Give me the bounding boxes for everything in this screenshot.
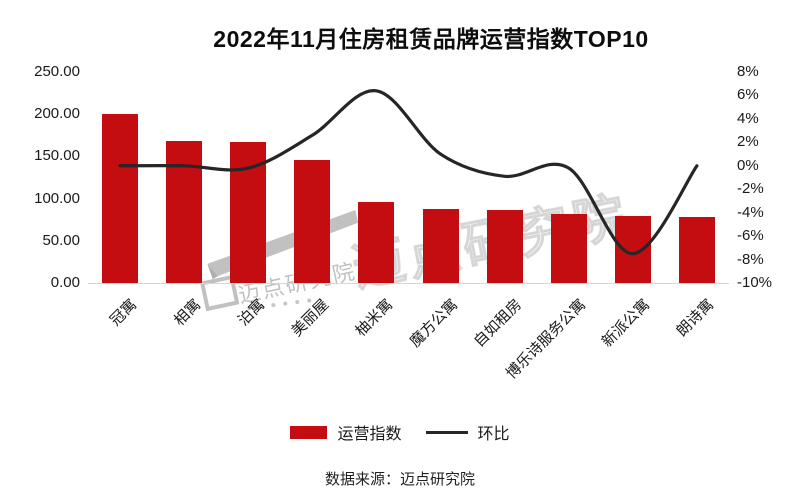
x-axis-label-魔方公寓: 魔方公寓 (406, 296, 461, 351)
left-axis-tick-label: 50.00 (42, 231, 80, 249)
left-axis-tick-label: 150.00 (34, 147, 80, 165)
bar-魔方公寓 (422, 208, 459, 283)
bar-冠寓 (102, 114, 139, 283)
chart-title: 2022年11月住房租赁品牌运营指数TOP10 (213, 26, 649, 52)
legend: 运营指数 环比 (0, 420, 800, 444)
right-axis-tick-label: 8% (737, 63, 759, 80)
legend-bar-swatch (290, 425, 328, 439)
source-note: 数据来源：迈点研究院 (324, 471, 475, 488)
x-axis-label-新派公寓: 新派公寓 (598, 296, 653, 351)
right-axis-tick-label: -8% (737, 250, 764, 268)
bar-新派公寓 (614, 216, 651, 283)
left-axis-tick-label: 250.00 (34, 63, 80, 80)
bar-相寓 (166, 141, 203, 283)
left-axis-tick-label: 200.00 (34, 105, 80, 123)
bar-自如租房 (486, 210, 523, 283)
bar-泊寓 (230, 142, 267, 283)
x-axis-label-冠寓: 冠寓 (106, 296, 141, 330)
right-axis-tick-label: 0% (737, 156, 759, 174)
right-axis-tick-label: 4% (737, 109, 759, 127)
right-axis-tick-label: -10% (737, 274, 773, 291)
left-axis-tick-label: 100.00 (34, 189, 80, 207)
legend-line-label: 环比 (477, 426, 510, 443)
x-axis-label-相寓: 相寓 (171, 296, 205, 330)
bar-柚米寓 (358, 201, 395, 283)
bar-博乐诗服务公寓 (550, 213, 587, 283)
left-axis-tick-label: 0.00 (50, 274, 80, 291)
x-axis-label-朗诗寓: 朗诗寓 (673, 296, 718, 340)
x-axis-label-自如租房: 自如租房 (470, 296, 525, 351)
right-axis-tick-label: -6% (737, 227, 764, 245)
x-axis-line (88, 283, 729, 284)
right-axis-tick-label: -2% (737, 180, 764, 198)
legend-line-swatch (425, 430, 468, 434)
legend-bar-label: 运营指数 (337, 426, 402, 443)
right-axis-tick-label: -4% (737, 203, 764, 221)
right-axis-tick-label: 6% (737, 86, 759, 104)
bar-美丽屋 (294, 159, 331, 283)
bar-朗诗寓 (678, 217, 715, 283)
right-axis-tick-label: 2% (737, 133, 759, 151)
